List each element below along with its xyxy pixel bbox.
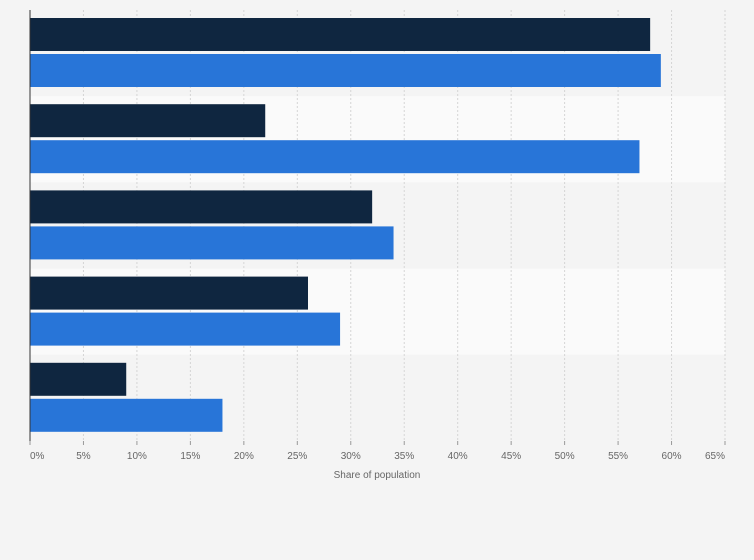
bar-series-1 — [30, 276, 308, 310]
bar-series-2 — [30, 140, 640, 174]
x-tick-label: 65% — [705, 451, 725, 462]
bar-series-1 — [30, 190, 373, 224]
bar-series-1 — [30, 18, 651, 51]
x-tick-label: 5% — [76, 451, 91, 462]
bar-series-2 — [30, 226, 394, 260]
x-tick-label: 15% — [180, 451, 200, 462]
x-tick-label: 10% — [127, 451, 147, 462]
x-tick-label: 60% — [662, 451, 682, 462]
x-tick-label: 45% — [501, 451, 521, 462]
x-axis-title: Share of population — [334, 470, 421, 481]
x-tick-label: 35% — [394, 451, 414, 462]
bars — [30, 18, 661, 432]
bar-series-2 — [30, 398, 223, 432]
bar-series-2 — [30, 54, 661, 87]
bar-series-1 — [30, 104, 266, 138]
x-tick-label: 30% — [341, 451, 361, 462]
x-tick-label: 55% — [608, 451, 628, 462]
x-axis-ticks: 0% 5% 10% 15% 20% 25% 30% 35% 40% 45% 50% 55% 60% 65% — [29, 441, 726, 462]
bar-series-2 — [30, 312, 341, 346]
x-tick-label: 20% — [234, 451, 254, 462]
bar-series-1 — [30, 362, 127, 396]
x-tick-label: 0% — [30, 451, 45, 462]
x-tick-label: 50% — [555, 451, 575, 462]
x-tick-label: 40% — [448, 451, 468, 462]
x-tick-label: 25% — [287, 451, 307, 462]
